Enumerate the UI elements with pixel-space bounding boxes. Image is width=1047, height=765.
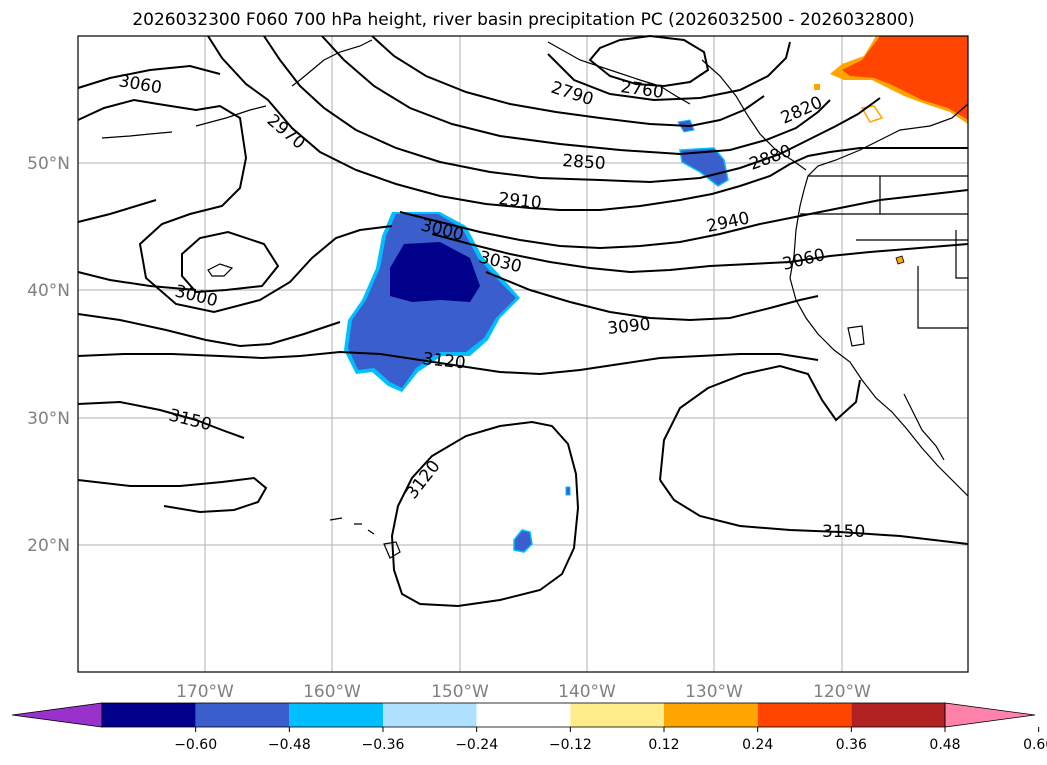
colorbar-tick-label: 0.60: [1023, 737, 1047, 753]
lat-label: 20°N: [27, 536, 70, 556]
lon-label: 170°W: [176, 682, 234, 702]
colorbar-tick-label: −0.24: [455, 737, 498, 753]
lat-label: 30°N: [27, 409, 70, 429]
colorbar: −0.60 −0.48 −0.36 −0.24 −0.12 0.12 0.24 0.36 0.4…: [11, 702, 1047, 753]
contour-label: 3090: [606, 315, 651, 339]
lon-label: 140°W: [558, 682, 616, 702]
figure-title: 2026032300 F060 700 hPa height, river ba…: [132, 10, 915, 30]
coastlines: [101, 39, 969, 559]
negative-blob-mid: [348, 214, 516, 388]
map-area: [78, 36, 968, 672]
colorbar-segment: [383, 703, 477, 727]
colorbar-border: [101, 702, 946, 728]
colorbar-segment: [289, 703, 383, 727]
lon-label: 130°W: [685, 682, 743, 702]
contour-label: 3120: [421, 349, 466, 373]
lat-label: 40°N: [27, 281, 70, 301]
negative-hawaii: [513, 529, 533, 553]
colorbar-tick-label: 0.36: [836, 737, 867, 753]
contour-label: 3150: [822, 522, 865, 542]
colorbar-extend-high: [944, 702, 1036, 728]
contour-label: 2910: [497, 189, 542, 213]
colorbar-segment: [476, 703, 571, 727]
colorbar-tick-label: −0.12: [549, 737, 592, 753]
positive-core: [842, 36, 968, 120]
colorbar-tick-label: 0.48: [929, 737, 960, 753]
colorbar-segment: [102, 703, 196, 727]
precip-shading: [344, 36, 968, 553]
negative-nw: [679, 147, 729, 187]
colorbar-tick-label: 0.24: [742, 737, 773, 753]
lat-label: 50°N: [27, 154, 70, 174]
lon-label: 160°W: [303, 682, 361, 702]
negative-blob-core: [390, 242, 480, 302]
contour-label: 2850: [562, 151, 607, 174]
colorbar-tick-label: −0.36: [362, 737, 405, 753]
colorbar-tick-label: −0.60: [174, 737, 217, 753]
colorbar-segment: [851, 703, 945, 727]
colorbar-segment: [757, 703, 852, 727]
map-frame: [77, 35, 969, 673]
lon-labels: 170°W 160°W 150°W 140°W 130°W 120°W: [176, 682, 871, 702]
colorbar-segment: [570, 703, 664, 727]
height-contours: [77, 34, 969, 608]
colorbar-tick-label: −0.48: [268, 737, 311, 753]
lon-label: 150°W: [431, 682, 489, 702]
colorbar-tick-label: 0.12: [648, 737, 679, 753]
lon-label: 120°W: [813, 682, 871, 702]
colorbar-segment: [664, 703, 758, 727]
colorbar-segment: [195, 703, 290, 727]
colorbar-extend-low: [11, 702, 103, 728]
lat-labels: 50°N 40°N 30°N 20°N: [27, 154, 70, 556]
